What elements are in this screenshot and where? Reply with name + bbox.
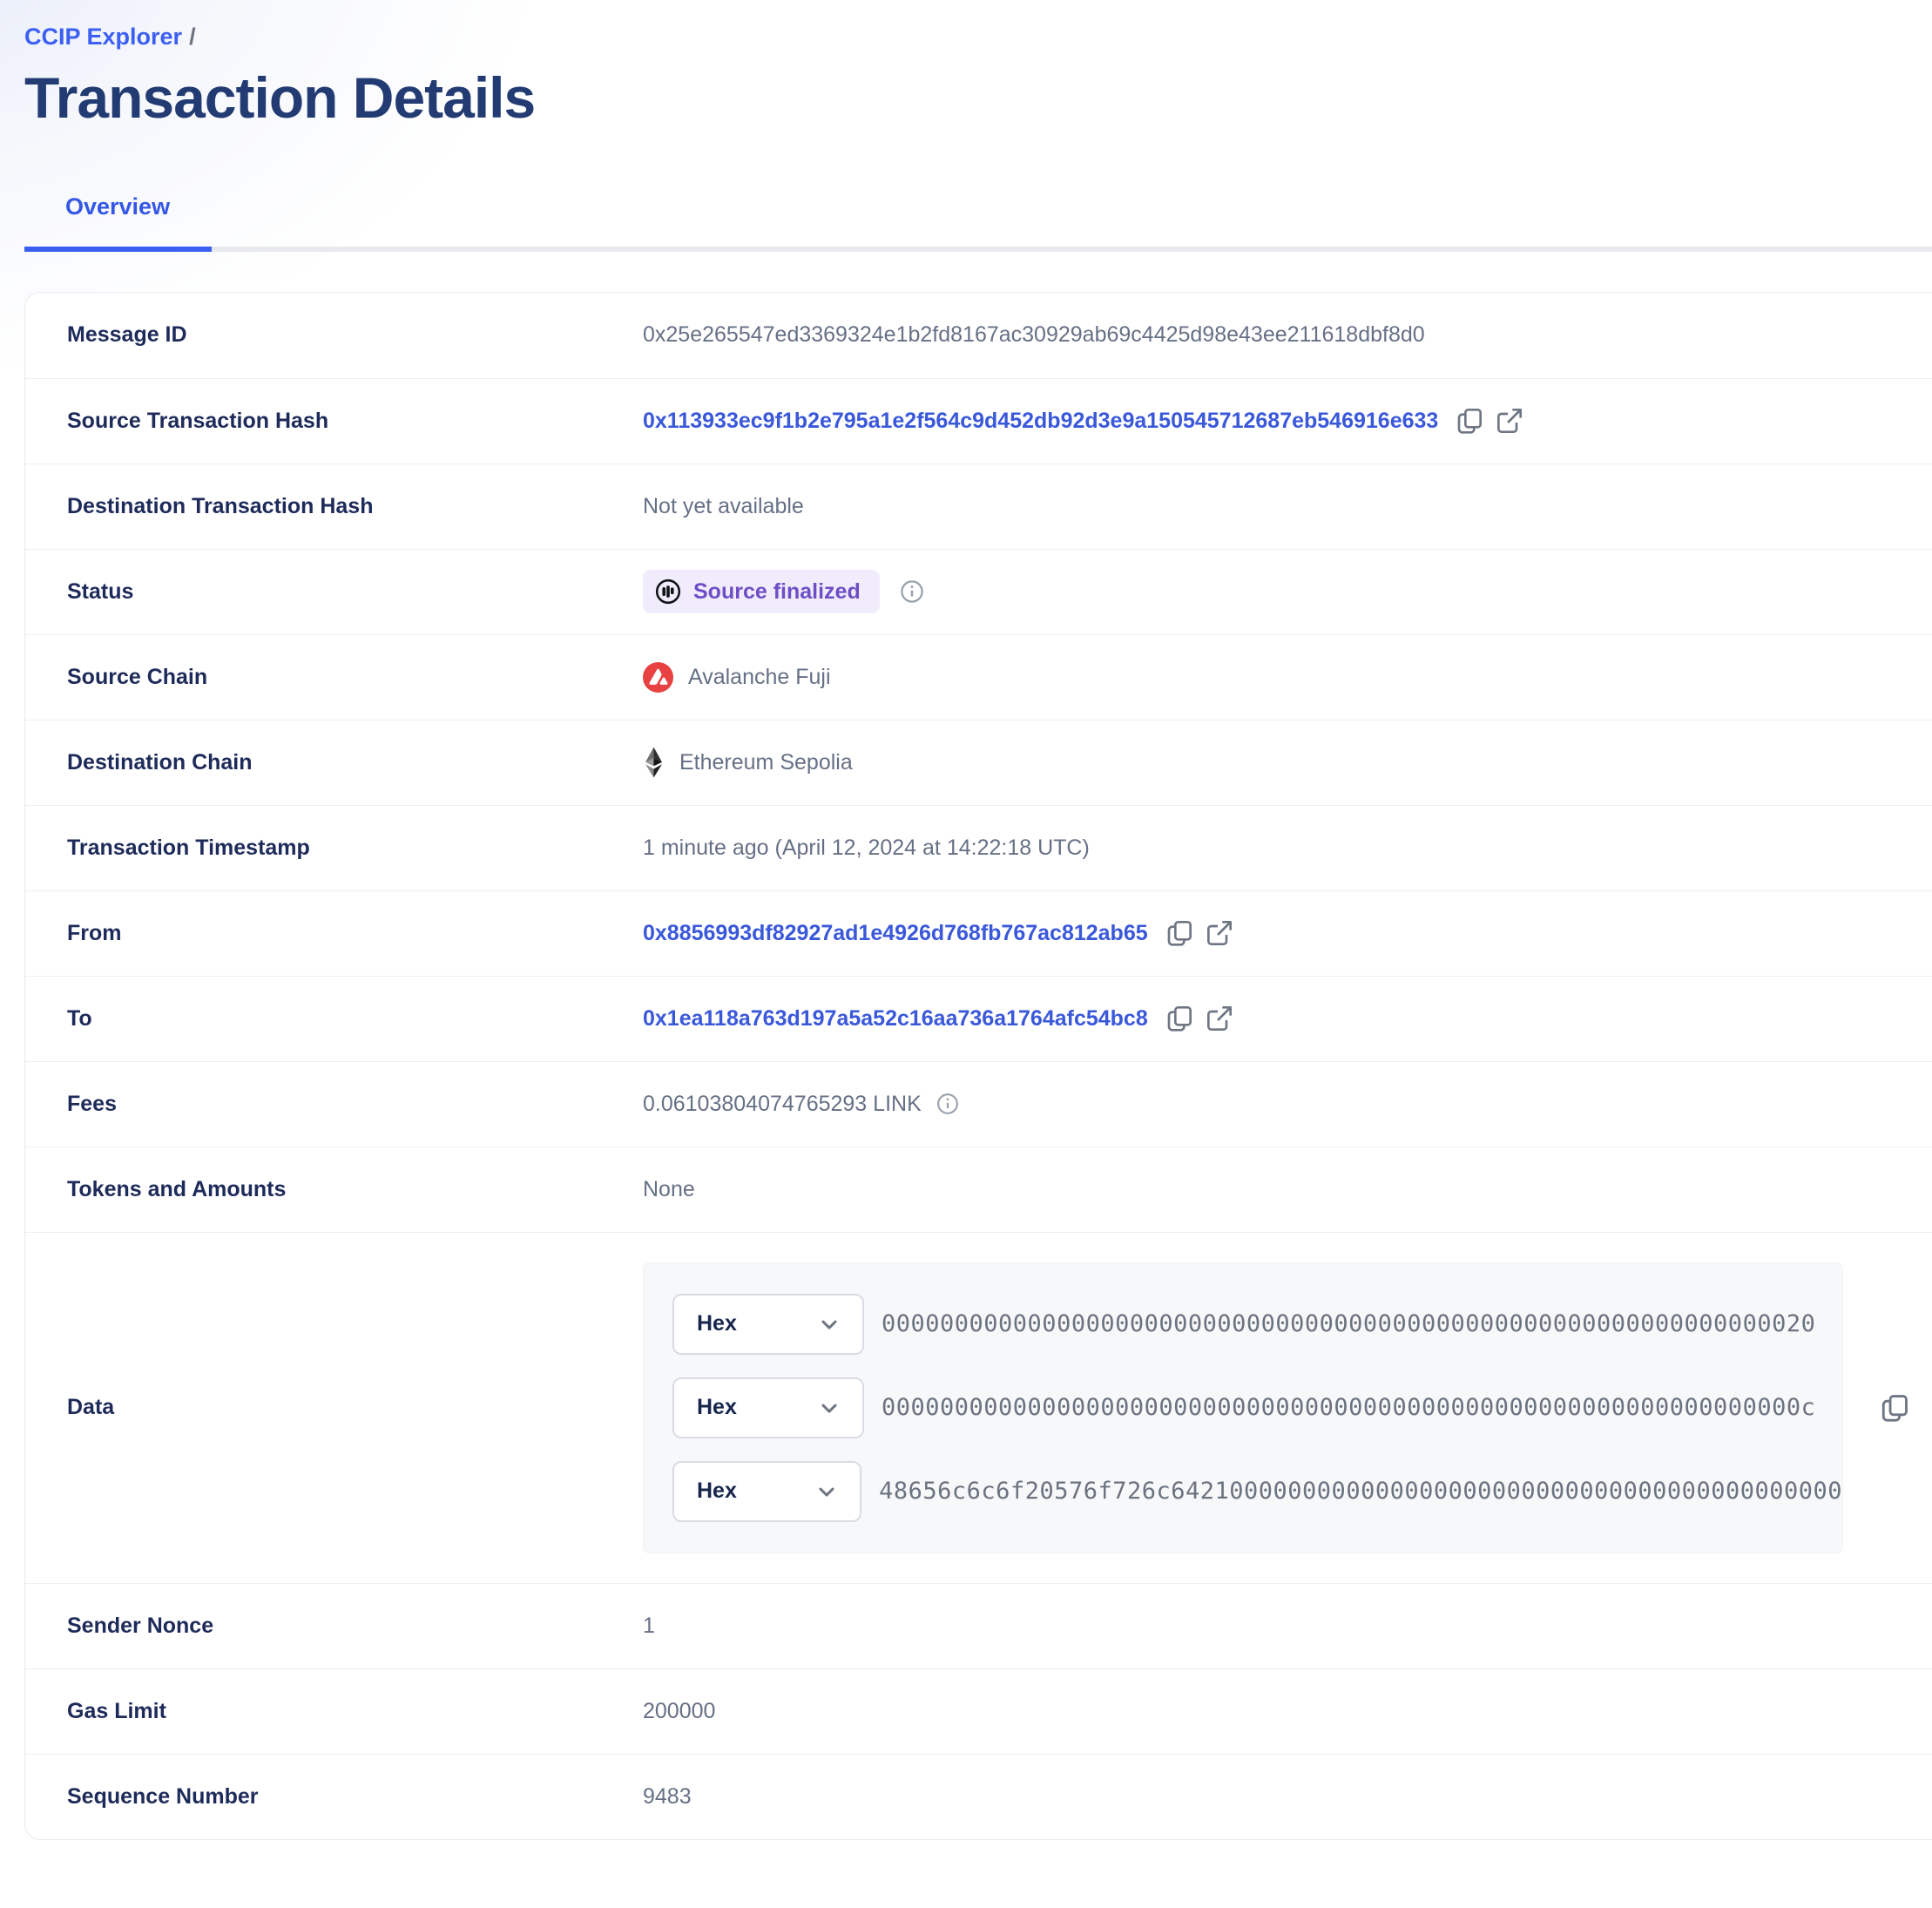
row-label: Transaction Timestamp	[67, 835, 310, 860]
table-row-gas-limit: Gas Limit 200000	[25, 1668, 1932, 1754]
breadcrumb-separator: /	[189, 24, 196, 50]
message-id-value: 0x25e265547ed3369324e1b2fd8167ac30929ab6…	[643, 322, 1425, 348]
table-row-source-tx-hash: Source Transaction Hash 0x113933ec9f1b2e…	[25, 377, 1932, 463]
sequence-number-value: 9483	[643, 1783, 692, 1809]
status-badge: Source finalized	[643, 570, 880, 614]
external-link-icon[interactable]	[1206, 918, 1233, 948]
data-hex-line: 0000000000000000000000000000000000000000…	[882, 1310, 1816, 1338]
table-row-tokens-and-amounts: Tokens and Amounts None	[25, 1146, 1932, 1232]
copy-icon[interactable]	[1880, 1392, 1909, 1424]
transaction-details-card: Message ID 0x25e265547ed3369324e1b2fd816…	[24, 291, 1932, 1840]
table-row-source-chain: Source Chain Avalanche Fuji	[25, 633, 1932, 720]
info-circle-icon[interactable]	[899, 578, 925, 605]
external-link-icon[interactable]	[1206, 1004, 1233, 1033]
to-address-link[interactable]: 0x1ea118a763d197a5a52c16aa736a1764afc54b…	[643, 1005, 1148, 1031]
row-label: Data	[67, 1395, 115, 1420]
tab-overview[interactable]: Overview	[24, 193, 213, 252]
fees-value: 0.06103804074765293 LINK	[643, 1091, 922, 1116]
row-label: Tokens and Amounts	[67, 1176, 287, 1201]
data-format-selected-value: Hex	[697, 1478, 737, 1504]
row-label: Gas Limit	[67, 1698, 166, 1723]
data-format-selected-value: Hex	[697, 1311, 737, 1336]
tab-bar-spacer	[212, 193, 1932, 247]
table-row-sender-nonce: Sender Nonce 1	[25, 1582, 1932, 1668]
data-line: Hex 48656c6c6f20576f726c6421000000000000…	[672, 1460, 1842, 1522]
tokens-and-amounts-value: None	[643, 1176, 695, 1201]
chevron-down-icon	[821, 1320, 837, 1330]
source-tx-hash-link[interactable]: 0x113933ec9f1b2e795a1e2f564c9d452db92d3e…	[643, 408, 1439, 433]
page-title: Transaction Details	[24, 64, 536, 130]
ethereum-logo-icon	[645, 747, 662, 778]
gas-limit-value: 200000	[643, 1698, 716, 1723]
copy-icon[interactable]	[1456, 406, 1483, 436]
tab-bar: Overview	[24, 193, 1932, 252]
data-hex-line: 48656c6c6f20576f726c64210000000000000000…	[879, 1478, 1842, 1505]
transaction-timestamp-value: 1 minute ago (April 12, 2024 at 14:22:18…	[643, 835, 1090, 860]
data-format-select[interactable]: Hex	[672, 1293, 864, 1355]
external-link-icon[interactable]	[1496, 406, 1523, 436]
row-label: To	[67, 1005, 92, 1031]
row-label: Destination Transaction Hash	[67, 493, 374, 518]
table-row-from: From 0x8856993df82927ad1e4926d768fb767ac…	[25, 890, 1932, 976]
table-row-message-id: Message ID 0x25e265547ed3369324e1b2fd816…	[25, 293, 1932, 378]
status-badge-label: Source finalized	[693, 578, 861, 604]
row-label: Sender Nonce	[67, 1613, 214, 1638]
row-label: Destination Chain	[67, 749, 253, 775]
sender-nonce-value: 1	[643, 1613, 655, 1638]
data-hex-viewer: Hex 000000000000000000000000000000000000…	[643, 1262, 1843, 1553]
table-row-status: Status Source finalized	[25, 548, 1932, 634]
chevron-down-icon	[819, 1487, 834, 1497]
row-label: Source Transaction Hash	[67, 408, 329, 433]
row-label: Fees	[67, 1091, 117, 1116]
table-row-destination-tx-hash: Destination Transaction Hash Not yet ava…	[25, 463, 1932, 549]
breadcrumb-link-ccip-explorer[interactable]: CCIP Explorer	[24, 24, 183, 50]
table-row-fees: Fees 0.06103804074765293 LINK	[25, 1060, 1932, 1147]
row-label: Message ID	[67, 322, 187, 348]
data-line: Hex 000000000000000000000000000000000000…	[672, 1377, 1842, 1438]
data-hex-line: 0000000000000000000000000000000000000000…	[882, 1394, 1816, 1422]
table-row-destination-chain: Destination Chain Ethereum Sepolia	[25, 719, 1932, 805]
avalanche-logo-icon	[643, 661, 673, 693]
progress-bars-circle-icon	[655, 579, 681, 605]
copy-icon[interactable]	[1165, 1004, 1193, 1033]
data-format-select[interactable]: Hex	[672, 1377, 864, 1438]
table-row-transaction-timestamp: Transaction Timestamp 1 minute ago (Apri…	[25, 804, 1932, 890]
destination-chain-name: Ethereum Sepolia	[679, 749, 853, 775]
row-label: From	[67, 920, 122, 945]
table-row-data: Data Hex 0000000000000000000000000000000…	[25, 1231, 1932, 1583]
row-label: Status	[67, 578, 134, 604]
data-format-select[interactable]: Hex	[672, 1460, 862, 1522]
data-format-selected-value: Hex	[697, 1395, 737, 1420]
from-address-link[interactable]: 0x8856993df82927ad1e4926d768fb767ac812ab…	[643, 920, 1148, 945]
copy-icon[interactable]	[1165, 918, 1193, 948]
transaction-details-page: CCIP Explorer / Transaction Details Overv…	[24, 23, 1932, 1840]
data-line: Hex 000000000000000000000000000000000000…	[672, 1293, 1842, 1355]
breadcrumb: CCIP Explorer /	[24, 23, 1932, 52]
chevron-down-icon	[821, 1404, 837, 1413]
info-circle-icon[interactable]	[936, 1092, 960, 1116]
table-row-to: To 0x1ea118a763d197a5a52c16aa736a1764afc…	[25, 975, 1932, 1061]
table-row-sequence-number: Sequence Number 9483	[25, 1753, 1932, 1839]
source-chain-name: Avalanche Fuji	[688, 664, 831, 689]
destination-tx-hash-value: Not yet available	[643, 493, 804, 518]
row-label: Source Chain	[67, 664, 208, 689]
row-label: Sequence Number	[67, 1783, 259, 1809]
